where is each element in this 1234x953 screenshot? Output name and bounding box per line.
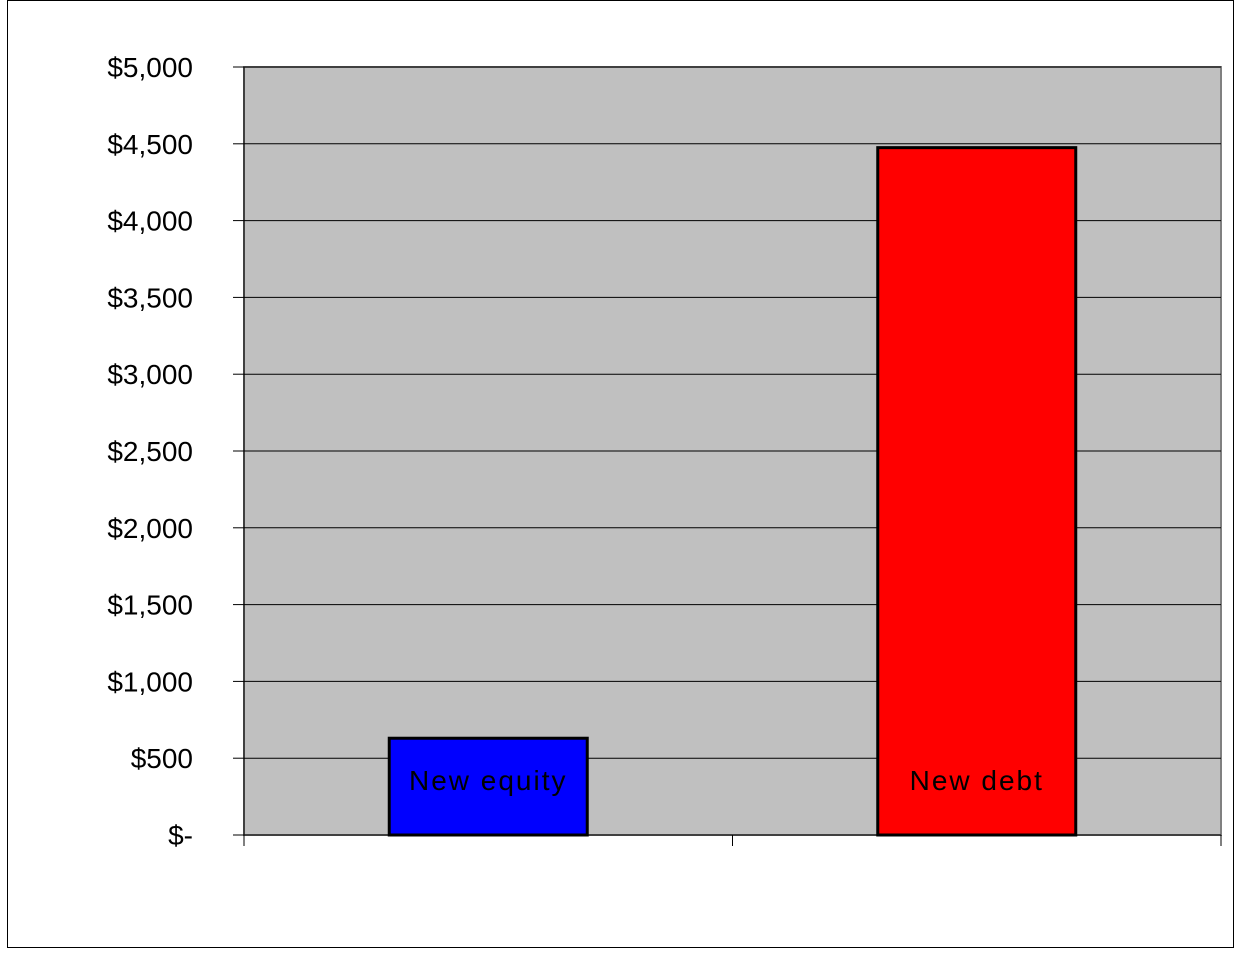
x-tick-label: New equity (409, 765, 568, 796)
y-tick-label: $3,500 (107, 282, 193, 313)
y-tick-label: $4,000 (107, 206, 193, 237)
y-tick-label: $2,000 (107, 513, 193, 544)
y-tick-label: $1,500 (107, 590, 193, 621)
x-tick-label: New debt (910, 765, 1044, 796)
y-tick-label: $5,000 (107, 52, 193, 83)
x-tick-labels: New equity New debt (409, 765, 1044, 796)
y-tick-labels: $- $500 $1,000 $1,500 $2,000 $2,500 $3,000 $3,5… (107, 52, 193, 851)
y-tick-label: $500 (131, 743, 193, 774)
y-tick-label: $- (168, 820, 193, 851)
y-tick-label: $4,500 (107, 129, 193, 160)
y-tick-label: $3,000 (107, 359, 193, 390)
y-tick-label: $1,000 (107, 666, 193, 697)
y-tick-label: $2,500 (107, 436, 193, 467)
bar-new-debt (876, 146, 1078, 837)
axes (233, 66, 1222, 846)
